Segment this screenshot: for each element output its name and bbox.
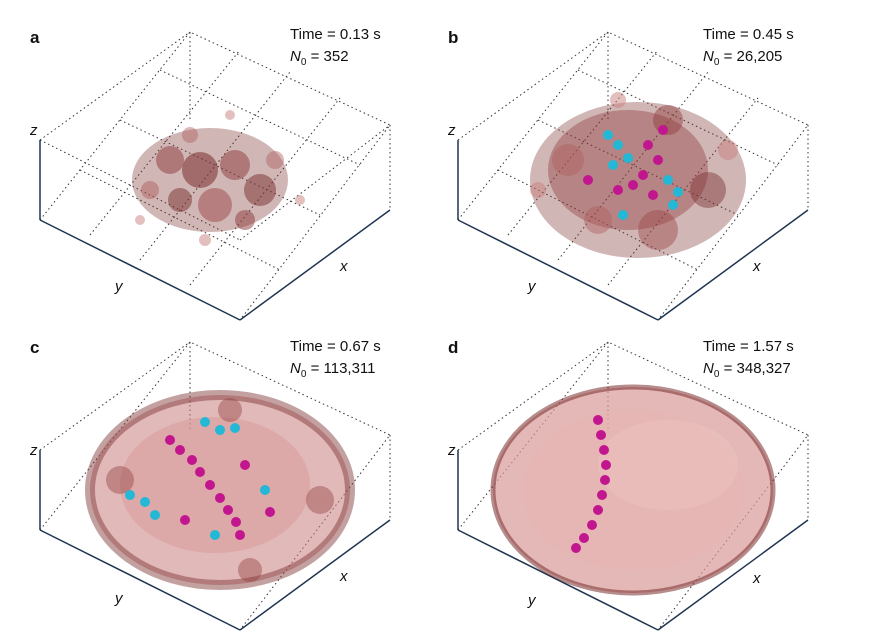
cloud-b	[530, 92, 746, 258]
plot-3d-c	[39, 341, 391, 631]
time-readout: Time = 1.57 s	[703, 338, 794, 355]
n0-value: = 348,327	[723, 360, 791, 377]
panel-label: b	[448, 28, 459, 47]
cloud-a	[132, 110, 305, 246]
x-axis-label: x	[340, 258, 348, 275]
n0-value: = 26,205	[723, 48, 783, 65]
n0-readout: N0 = 352	[290, 48, 349, 68]
n0-value: = 352	[310, 48, 349, 65]
n0-readout: N0 = 113,311	[290, 360, 376, 380]
vortex-lines-c	[125, 417, 275, 540]
n0-readout: N0 = 348,327	[703, 360, 791, 380]
panel-a: a Time = 0.13 s N0 = 352 z y x	[0, 20, 420, 330]
z-axis-label: z	[30, 122, 38, 139]
n0-value: = 113,311	[310, 360, 376, 377]
time-readout: Time = 0.67 s	[290, 338, 381, 355]
y-axis-label: y	[115, 590, 123, 607]
panel-label: c	[30, 338, 40, 357]
n0-subscript: 0	[300, 57, 307, 68]
x-axis-label: x	[753, 258, 761, 275]
n0-symbol: N	[290, 48, 301, 65]
box-grid	[39, 31, 391, 321]
panel-b: b Time = 0.45 s N0 = 26,205 z y x	[418, 20, 838, 330]
plot-3d-d	[457, 341, 809, 631]
n0-subscript: 0	[300, 369, 307, 380]
cloud-c	[85, 390, 355, 590]
n0-symbol: N	[290, 360, 301, 377]
n0-symbol: N	[703, 48, 714, 65]
time-readout: Time = 0.13 s	[290, 26, 381, 43]
axes	[39, 450, 391, 631]
panel-label: d	[448, 338, 459, 357]
panel-d: d Time = 1.57 s N0 = 348,327 z y x	[418, 330, 838, 640]
n0-readout: N0 = 26,205	[703, 48, 782, 68]
n0-subscript: 0	[713, 369, 720, 380]
panel-c: c Time = 0.67 s N0 = 113,311 z y x	[0, 330, 420, 640]
panel-label: a	[30, 28, 40, 47]
z-axis-label: z	[448, 442, 456, 459]
axes	[39, 140, 391, 321]
y-axis-label: y	[528, 278, 536, 295]
x-axis-label: x	[753, 570, 761, 587]
y-axis-label: y	[528, 592, 536, 609]
n0-subscript: 0	[713, 57, 720, 68]
n0-symbol: N	[703, 360, 714, 377]
axes	[457, 450, 809, 631]
vortex-lines-b	[583, 125, 683, 220]
axes	[457, 140, 809, 321]
cloud-d	[490, 384, 776, 596]
z-axis-label: z	[448, 122, 456, 139]
time-readout: Time = 0.45 s	[703, 26, 794, 43]
z-axis-label: z	[30, 442, 38, 459]
x-axis-label: x	[340, 568, 348, 585]
vortex-line-d	[571, 415, 611, 553]
plot-3d-a	[39, 31, 391, 321]
y-axis-label: y	[115, 278, 123, 295]
plot-3d-b	[457, 31, 809, 321]
